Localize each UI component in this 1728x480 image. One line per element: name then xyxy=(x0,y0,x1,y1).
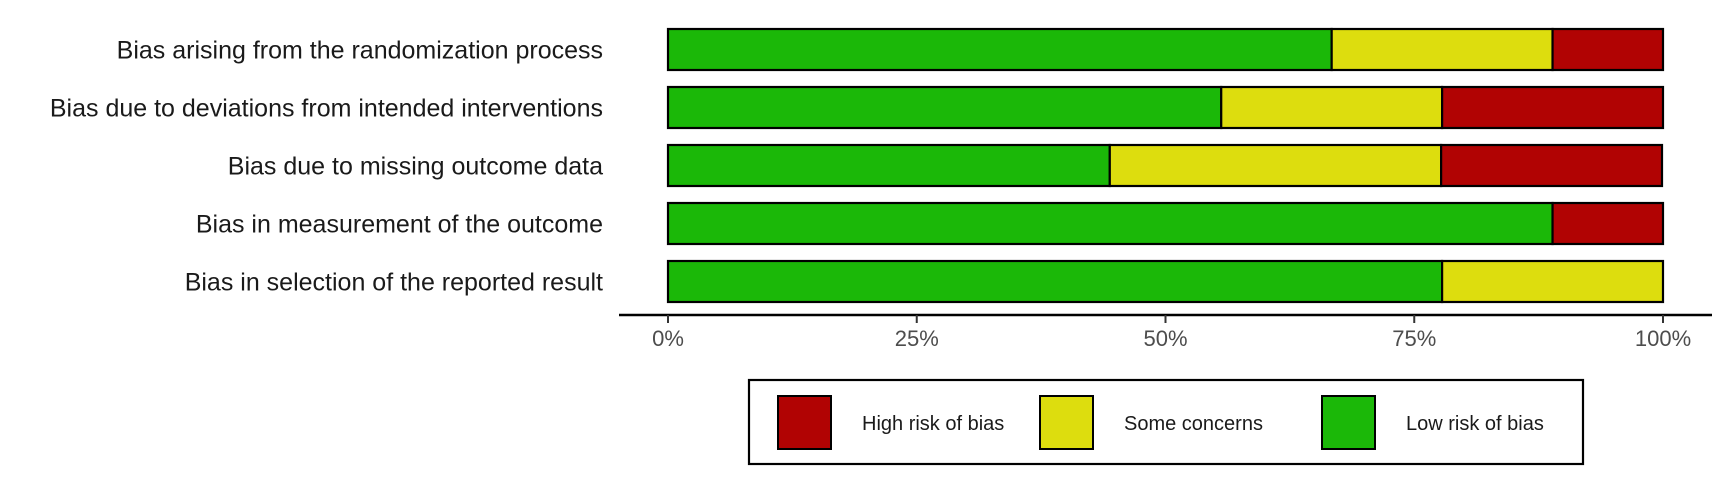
category-label: Bias in measurement of the outcome xyxy=(196,211,603,239)
x-tick-label: 0% xyxy=(652,326,684,351)
legend-key-high-risk-of-bias xyxy=(777,395,832,450)
bar-segment-some-concerns xyxy=(1220,85,1444,130)
x-tick-label: 100% xyxy=(1635,326,1691,351)
legend-label-low-risk-of-bias: Low risk of bias xyxy=(1406,413,1544,435)
bar-segment-low-risk-of-bias xyxy=(666,201,1554,246)
legend-key-some-concerns xyxy=(1039,395,1094,450)
stacked-bars xyxy=(666,27,1665,304)
x-axis-ticks: 0% 25% 50% 75% 100% xyxy=(652,315,1691,351)
category-labels: Bias arising from the randomization proc… xyxy=(50,37,603,297)
bar-segment-high-risk-of-bias xyxy=(1441,85,1665,130)
x-tick-label: 50% xyxy=(1143,326,1187,351)
category-label: Bias in selection of the reported result xyxy=(185,269,603,297)
legend-key-low-risk-of-bias xyxy=(1321,395,1376,450)
category-label: Bias due to missing outcome data xyxy=(228,153,603,181)
x-tick-label: 25% xyxy=(895,326,939,351)
bar-segment-some-concerns xyxy=(1330,27,1554,72)
bar-segment-low-risk-of-bias xyxy=(666,143,1111,188)
x-tick-label: 75% xyxy=(1392,326,1436,351)
bar-segment-high-risk-of-bias xyxy=(1551,27,1665,72)
legend-box xyxy=(747,378,1585,466)
bar-segment-low-risk-of-bias xyxy=(666,27,1333,72)
bar-segment-high-risk-of-bias xyxy=(1551,201,1665,246)
bar-segment-some-concerns xyxy=(1441,259,1665,304)
bar-segment-some-concerns xyxy=(1108,143,1443,188)
legend-label-some-concerns: Some concerns xyxy=(1124,413,1263,435)
legend: High risk of bias Some concerns Low risk o… xyxy=(747,378,1585,466)
bar-segment-high-risk-of-bias xyxy=(1440,143,1664,188)
category-label: Bias arising from the randomization proc… xyxy=(117,37,603,65)
bar-segment-low-risk-of-bias xyxy=(666,259,1444,304)
legend-label-high-risk-of-bias: High risk of bias xyxy=(862,413,1004,435)
category-label: Bias due to deviations from intended int… xyxy=(50,95,603,123)
bar-segment-low-risk-of-bias xyxy=(666,85,1223,130)
